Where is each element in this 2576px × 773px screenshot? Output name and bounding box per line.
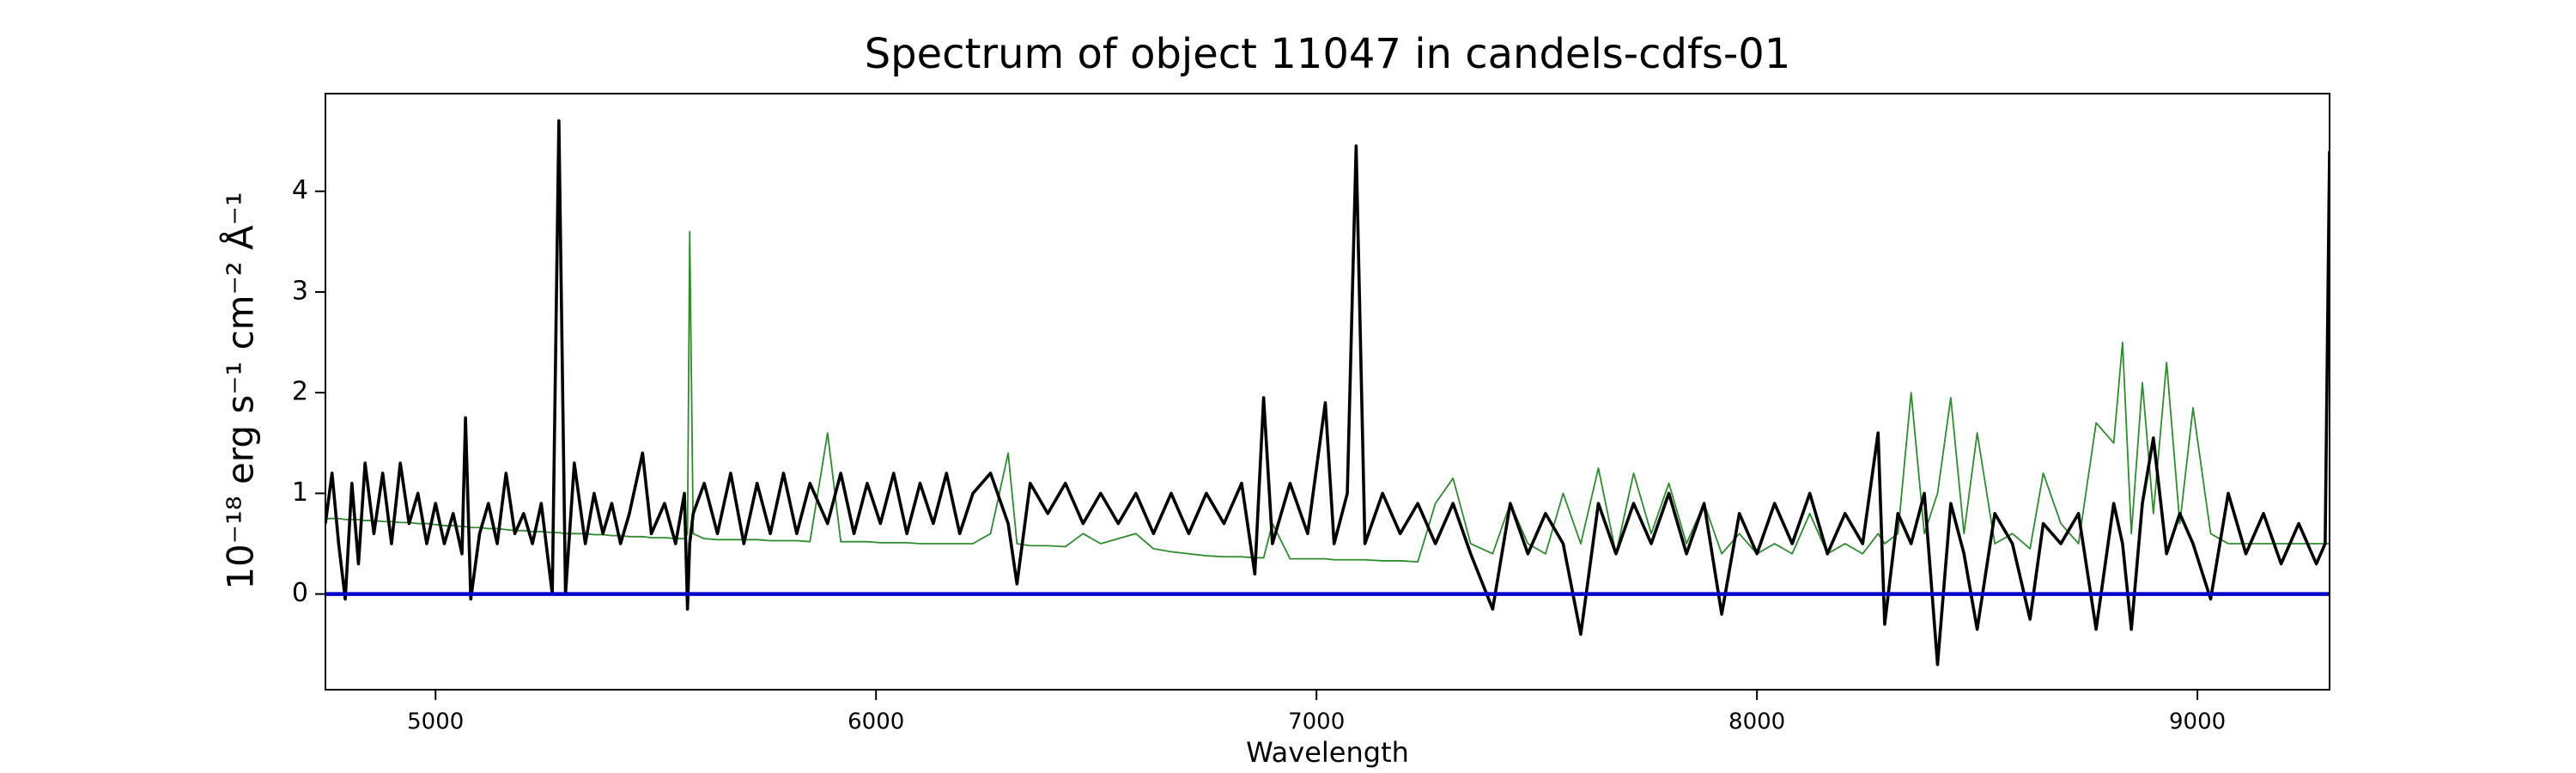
y-tick-label: 4 bbox=[292, 175, 308, 205]
x-tick-label: 6000 bbox=[848, 709, 904, 735]
y-tick-label: 3 bbox=[292, 276, 308, 306]
x-tick-label: 8000 bbox=[1728, 709, 1785, 735]
x-axis-label: Wavelength bbox=[1246, 736, 1409, 769]
y-tick-label: 2 bbox=[292, 377, 308, 407]
spectrum-line bbox=[325, 119, 2330, 666]
x-tick-label: 7000 bbox=[1288, 709, 1345, 735]
chart-title: Spectrum of object 11047 in candels-cdfs… bbox=[865, 30, 1791, 78]
y-tick-label: 0 bbox=[292, 578, 308, 608]
x-tick-label: 5000 bbox=[407, 709, 464, 735]
x-tick-label: 9000 bbox=[2169, 709, 2226, 735]
y-axis-label: 10⁻¹⁸ erg s⁻¹ cm⁻² Å⁻¹ bbox=[219, 192, 262, 589]
y-tick-label: 1 bbox=[292, 478, 308, 508]
plot-frame bbox=[325, 93, 2330, 691]
